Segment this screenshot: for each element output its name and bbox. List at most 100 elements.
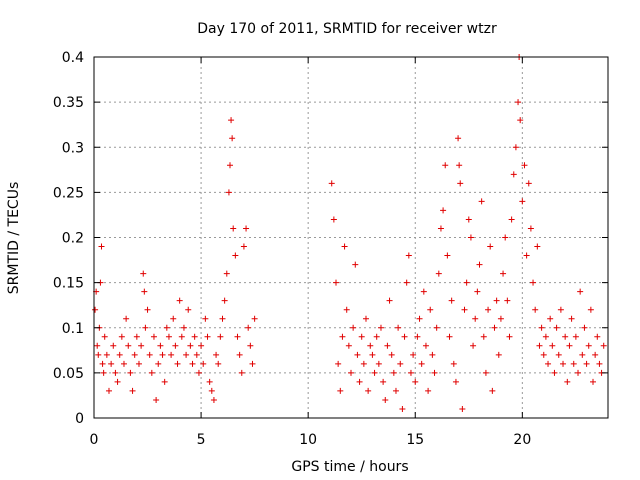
data-point xyxy=(131,351,138,358)
data-point xyxy=(333,279,340,286)
data-point xyxy=(525,180,532,187)
data-point xyxy=(345,342,352,349)
data-point xyxy=(365,387,372,394)
data-point xyxy=(489,387,496,394)
data-point xyxy=(247,342,254,349)
data-point xyxy=(98,243,105,250)
data-point xyxy=(195,369,202,376)
data-point xyxy=(356,378,363,385)
data-point xyxy=(530,279,537,286)
data-point xyxy=(189,360,196,367)
data-point xyxy=(386,297,393,304)
data-point xyxy=(236,351,243,358)
data-point xyxy=(94,342,101,349)
data-point xyxy=(243,225,250,232)
data-point xyxy=(330,216,337,223)
data-point xyxy=(456,162,463,169)
data-point xyxy=(487,243,494,250)
y-tick-label: 0 xyxy=(75,411,84,427)
x-tick-label: 15 xyxy=(406,432,424,448)
data-point xyxy=(127,369,134,376)
data-point xyxy=(225,189,232,196)
data-point xyxy=(427,306,434,313)
data-point xyxy=(150,333,157,340)
data-point xyxy=(478,198,485,205)
data-point xyxy=(375,360,382,367)
data-point xyxy=(328,180,335,187)
data-point xyxy=(407,369,414,376)
data-point xyxy=(206,378,213,385)
axis-ticks xyxy=(93,56,608,419)
data-point xyxy=(467,234,474,241)
x-tick-label: 20 xyxy=(513,432,531,448)
data-point xyxy=(560,360,567,367)
x-tick-label: 5 xyxy=(197,432,206,448)
data-point xyxy=(399,405,406,412)
y-tick-label: 0.4 xyxy=(62,50,84,66)
data-point xyxy=(343,306,350,313)
data-point xyxy=(470,342,477,349)
data-point xyxy=(579,351,586,358)
data-point xyxy=(596,360,603,367)
data-point xyxy=(587,306,594,313)
data-point xyxy=(146,351,153,358)
data-point xyxy=(395,324,402,331)
data-point xyxy=(335,360,342,367)
data-point xyxy=(581,324,588,331)
data-point xyxy=(390,369,397,376)
data-point xyxy=(165,333,172,340)
data-point xyxy=(532,306,539,313)
data-point xyxy=(230,225,237,232)
data-point xyxy=(446,333,453,340)
data-point xyxy=(568,315,575,322)
data-point xyxy=(519,198,526,205)
data-point xyxy=(95,351,102,358)
data-point xyxy=(536,342,543,349)
data-point xyxy=(120,360,127,367)
data-point xyxy=(506,333,513,340)
data-point xyxy=(240,243,247,250)
data-point xyxy=(202,315,209,322)
data-point xyxy=(545,360,552,367)
data-point xyxy=(397,360,404,367)
data-point xyxy=(491,324,498,331)
data-point xyxy=(500,270,507,277)
data-point xyxy=(170,315,177,322)
x-axis-label: GPS time / hours xyxy=(291,459,408,475)
data-point xyxy=(140,270,147,277)
data-point xyxy=(118,333,125,340)
data-point xyxy=(452,378,459,385)
data-point xyxy=(542,333,549,340)
data-point xyxy=(517,117,524,124)
data-point xyxy=(555,351,562,358)
data-point xyxy=(382,396,389,403)
data-point xyxy=(245,324,252,331)
data-point xyxy=(217,333,224,340)
data-point xyxy=(108,360,115,367)
data-point xyxy=(358,333,365,340)
data-point xyxy=(410,351,417,358)
data-point xyxy=(141,288,148,295)
x-tick-label: 10 xyxy=(299,432,317,448)
data-point xyxy=(155,360,162,367)
data-point xyxy=(461,306,468,313)
data-point xyxy=(142,324,149,331)
data-point xyxy=(221,297,228,304)
data-point xyxy=(123,315,130,322)
y-tick-label: 0.2 xyxy=(62,231,84,247)
data-point xyxy=(172,342,179,349)
data-point xyxy=(497,315,504,322)
data-point xyxy=(354,351,361,358)
data-point xyxy=(437,225,444,232)
data-point xyxy=(348,369,354,376)
data-point xyxy=(100,369,107,376)
data-point xyxy=(538,324,545,331)
data-point xyxy=(444,252,451,259)
data-point xyxy=(200,360,207,367)
data-point xyxy=(575,369,582,376)
data-point xyxy=(600,342,607,349)
data-point xyxy=(433,324,440,331)
data-point xyxy=(459,405,466,412)
data-point xyxy=(138,342,145,349)
data-point xyxy=(592,351,599,358)
